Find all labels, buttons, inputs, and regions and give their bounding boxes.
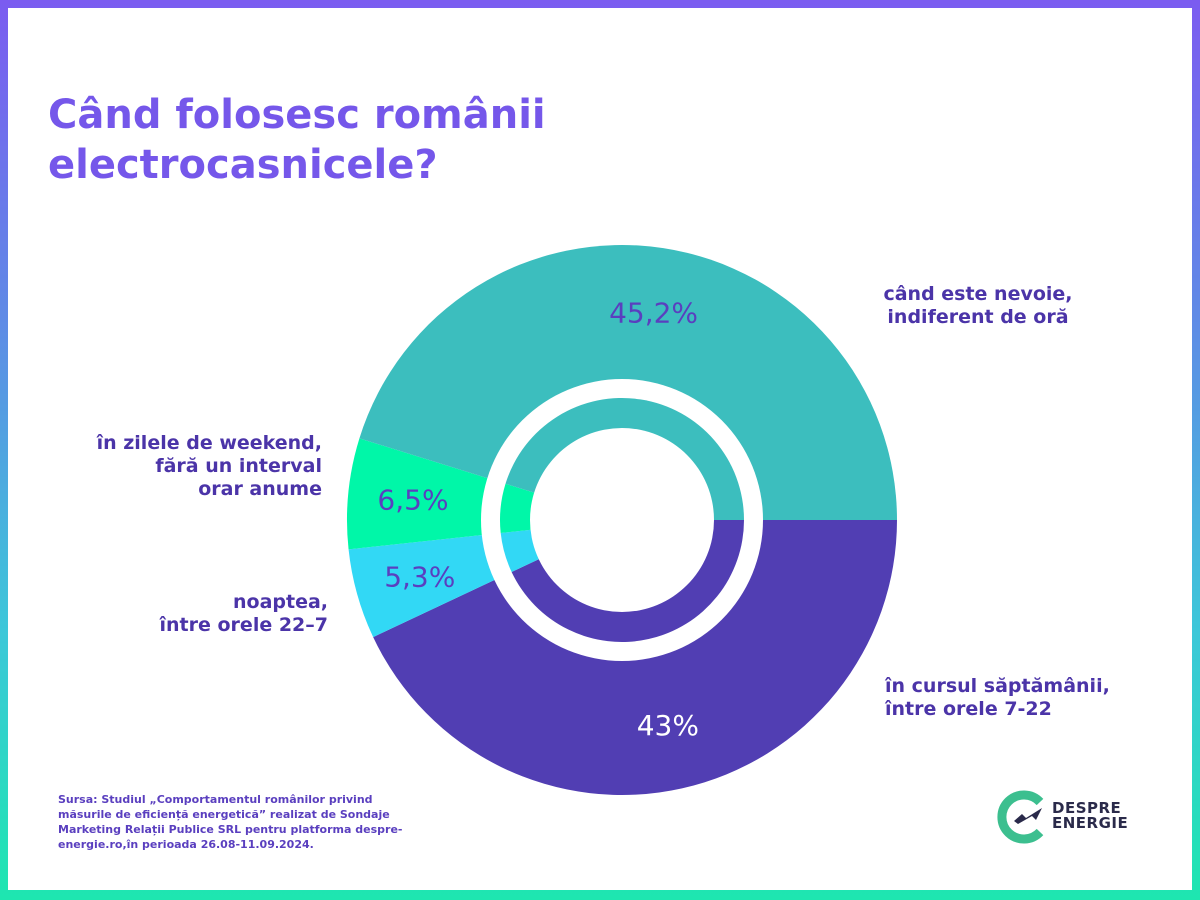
category-label-nevoie: când este nevoie, indiferent de oră <box>883 283 1073 328</box>
logo-word-energie: ENERGIE <box>1052 814 1129 832</box>
donut-hole <box>530 428 714 612</box>
category-label-noaptea: noaptea, între orele 22–7 <box>159 591 328 636</box>
source-note: Sursa: Studiul „Comportamentul românilor… <box>58 793 403 851</box>
value-label-noaptea: 5,3% <box>384 561 455 594</box>
value-labels: 43% 5,3% 6,5% 45,2% <box>377 296 699 742</box>
value-label-n: 6,5% <box>377 484 448 517</box>
chart-title: Când folosesc românii electrocasnicele? <box>48 92 546 188</box>
category-label-weekend: în zilele de weekend, fără un interval o… <box>96 432 322 500</box>
category-label-saptamana: în cursul săptămânii, între orele 7-22 <box>885 675 1110 720</box>
value-label-n: 43% <box>637 709 699 742</box>
infographic-card: Când folosesc românii electrocasnicele? … <box>8 8 1192 890</box>
logo-mark-icon <box>997 790 1044 844</box>
despre-energie-logo: DESPRE ENERGIE <box>996 788 1156 848</box>
donut-chart: 43% 5,3% 6,5% 45,2% <box>347 245 898 795</box>
logo-word-despre: DESPRE <box>1052 799 1122 817</box>
value-label-cnd: 45,2% <box>609 296 698 329</box>
